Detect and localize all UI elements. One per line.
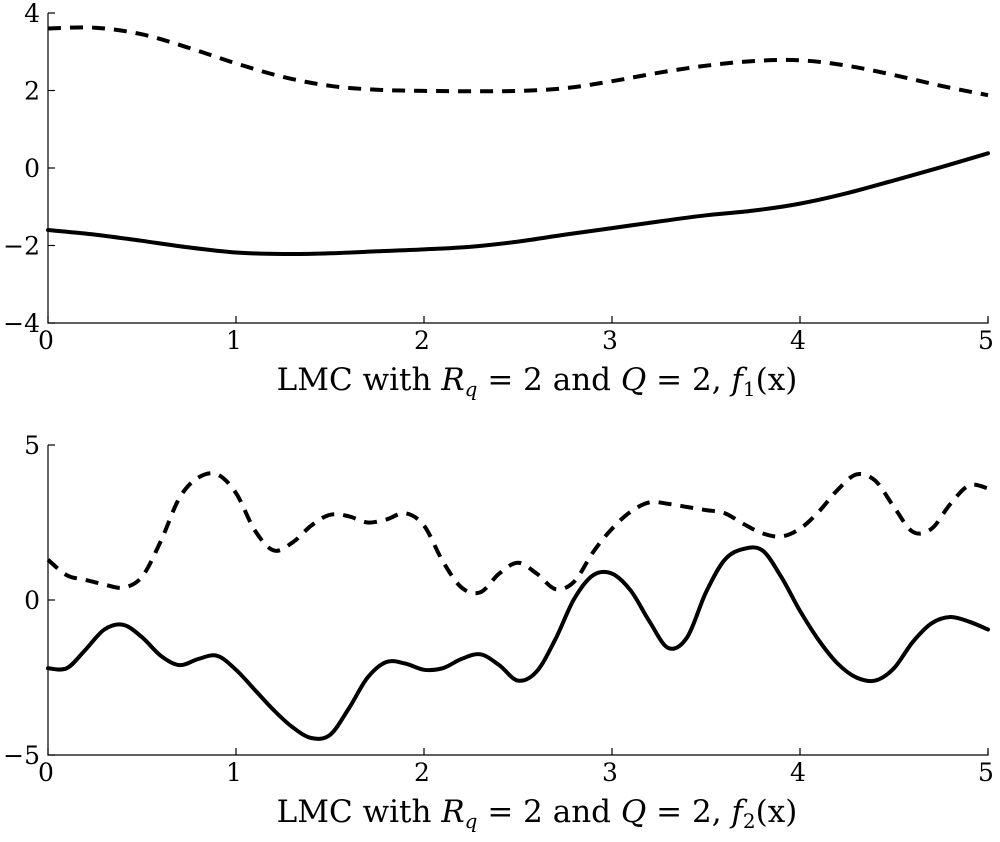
series-group-f1 <box>46 25 990 257</box>
y-tick-label-f2: 0 <box>24 586 40 615</box>
x-tick-label-f1: 1 <box>226 326 242 355</box>
y-ticks-f2: −5 0 5 <box>3 431 55 770</box>
x-axis-label-f1: LMC with Rq = 2 and Q = 2, f1(x) <box>277 362 798 401</box>
x-tick-label-f1: 5 <box>978 326 994 355</box>
y-tick-label-f1: −2 <box>3 232 40 261</box>
panel-f1: −4 −2 0 2 4 0 1 2 3 4 5 LMC with Rq = 2 and Q = 2… <box>3 0 994 401</box>
y-tick-label-f1: 4 <box>24 0 40 28</box>
y-tick-label-f1: −4 <box>3 309 40 338</box>
x-tick-label-f1: 0 <box>38 326 54 355</box>
x-axis-label-f2: LMC with Rq = 2 and Q = 2, f2(x) <box>277 794 798 833</box>
x-tick-label-f1: 3 <box>602 326 618 355</box>
x-tick-label-f2: 2 <box>414 758 430 787</box>
y-ticks-f1: −4 −2 0 2 4 <box>3 0 55 338</box>
x-tick-label-f2: 4 <box>790 758 806 787</box>
axes-frame-f1 <box>47 13 989 324</box>
series-line-solid-f1 <box>46 151 990 257</box>
axes-frame-f2 <box>47 445 989 756</box>
y-tick-label-f2: −5 <box>3 741 40 770</box>
series-group-f2 <box>46 471 990 741</box>
y-tick-label-f1: 0 <box>24 154 40 183</box>
y-tick-label-f1: 2 <box>24 77 40 106</box>
y-tick-label-f2: 5 <box>24 431 40 460</box>
x-tick-label-f1: 2 <box>414 326 430 355</box>
series-line-dashed-f1 <box>47 25 989 98</box>
x-tick-label-f2: 1 <box>226 758 242 787</box>
x-tick-label-f2: 0 <box>38 758 54 787</box>
x-tick-label-f1: 4 <box>790 326 806 355</box>
x-tick-label-f2: 5 <box>978 758 994 787</box>
series-line-solid-f2 <box>46 545 990 741</box>
x-ticks-f2: 0 1 2 3 4 5 <box>38 748 994 787</box>
x-ticks-f1: 0 1 2 3 4 5 <box>38 316 994 355</box>
x-tick-label-f2: 3 <box>602 758 618 787</box>
series-line-dashed-f2 <box>46 471 989 596</box>
